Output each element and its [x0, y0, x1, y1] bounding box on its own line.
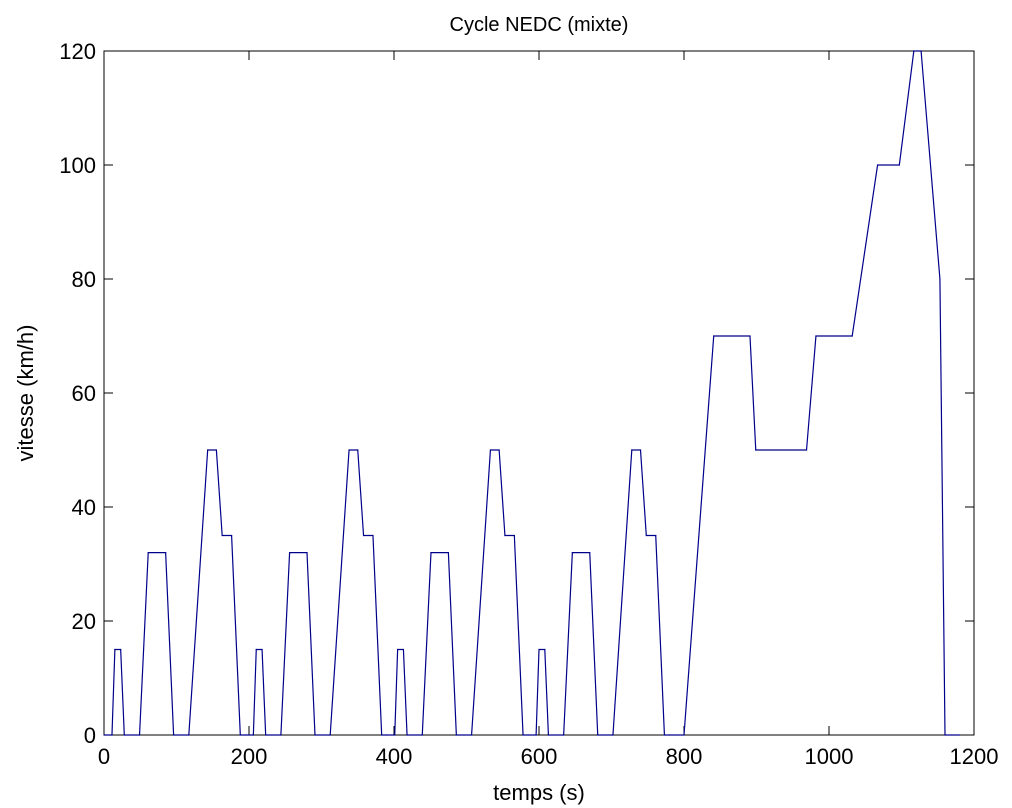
data-point-24 — [329, 734, 331, 736]
data-point-16 — [252, 734, 254, 736]
data-point-59 — [663, 734, 666, 736]
data-point-70 — [913, 50, 915, 52]
data-point-48 — [544, 648, 546, 651]
x-tick-label-1000: 1000 — [805, 744, 854, 769]
data-point-0 — [103, 734, 105, 736]
data-point-2 — [114, 648, 116, 651]
data-point-74 — [958, 734, 961, 736]
x-axis-label: temps (s) — [493, 780, 585, 805]
data-point-15 — [244, 734, 246, 736]
data-point-71 — [920, 50, 922, 52]
data-point-38 — [455, 734, 457, 736]
data-point-7 — [165, 552, 167, 554]
x-tick-label-600: 600 — [521, 744, 558, 769]
data-point-60 — [668, 734, 671, 736]
data-point-57 — [645, 534, 647, 537]
data-point-11 — [215, 449, 217, 451]
data-point-30 — [386, 734, 388, 736]
data-point-29 — [381, 734, 383, 736]
data-point-14 — [239, 734, 241, 736]
x-tick-label-0: 0 — [98, 744, 110, 769]
y-axis-ticks — [104, 50, 974, 736]
data-point-17 — [255, 648, 257, 651]
y-tick-label-20: 20 — [72, 609, 96, 634]
data-point-49 — [547, 734, 550, 736]
data-point-12 — [221, 534, 223, 537]
data-point-19 — [265, 734, 267, 736]
data-point-41 — [498, 449, 500, 451]
data-point-54 — [612, 734, 614, 736]
data-point-10 — [207, 449, 209, 451]
data-point-47 — [538, 648, 540, 651]
data-point-34 — [406, 734, 408, 736]
data-point-22 — [306, 552, 308, 554]
data-point-33 — [402, 648, 405, 651]
data-point-18 — [261, 648, 263, 651]
data-point-42 — [504, 534, 506, 537]
data-point-26 — [357, 449, 359, 451]
data-point-50 — [563, 734, 565, 736]
data-point-20 — [280, 734, 282, 736]
data-point-52 — [589, 552, 591, 554]
y-axis-label: vitesse (km/h) — [13, 325, 38, 462]
data-point-66 — [815, 335, 817, 337]
data-point-64 — [755, 449, 757, 451]
data-point-62 — [713, 335, 715, 337]
x-tick-label-1200: 1200 — [950, 744, 999, 769]
data-point-37 — [447, 552, 449, 554]
data-point-8 — [173, 734, 175, 736]
data-point-56 — [639, 449, 642, 451]
data-point-40 — [489, 449, 492, 451]
data-point-21 — [289, 552, 291, 554]
data-point-69 — [898, 164, 900, 166]
data-point-67 — [851, 335, 853, 337]
data-point-44 — [522, 734, 524, 736]
data-point-1 — [111, 734, 113, 736]
data-point-72 — [939, 278, 941, 280]
data-point-32 — [397, 648, 399, 651]
data-point-5 — [138, 734, 141, 736]
data-point-39 — [470, 734, 473, 736]
x-tick-label-800: 800 — [666, 744, 703, 769]
data-point-73 — [944, 734, 946, 736]
data-point-13 — [231, 534, 233, 537]
chart-title: Cycle NEDC (mixte) — [450, 14, 629, 36]
data-point-55 — [631, 449, 633, 451]
data-point-51 — [571, 552, 573, 554]
data-point-61 — [683, 734, 685, 736]
data-point-23 — [314, 734, 316, 736]
y-tick-label-40: 40 — [72, 495, 96, 520]
data-point-68 — [876, 164, 879, 166]
y-tick-label-60: 60 — [72, 381, 96, 406]
data-point-45 — [527, 734, 529, 736]
x-tick-label-400: 400 — [376, 744, 413, 769]
data-point-4 — [123, 734, 125, 736]
data-point-28 — [372, 534, 374, 537]
y-tick-label-120: 120 — [59, 39, 96, 64]
data-point-65 — [805, 449, 808, 451]
x-axis-tick-labels: 0 200 400 600 800 1000 1200 — [98, 744, 999, 769]
data-point-63 — [749, 335, 751, 337]
data-point-27 — [362, 534, 365, 537]
data-point-31 — [394, 734, 396, 736]
data-point-53 — [597, 734, 599, 736]
data-point-35 — [421, 734, 423, 736]
data-point-9 — [188, 734, 190, 736]
speed-series-points — [103, 50, 961, 736]
y-tick-label-0: 0 — [84, 723, 96, 748]
x-tick-label-200: 200 — [231, 744, 268, 769]
y-axis-tick-labels: 0 20 40 60 80 100 120 — [59, 39, 96, 748]
data-point-36 — [430, 552, 432, 554]
data-point-3 — [120, 648, 122, 651]
data-point-25 — [348, 449, 350, 451]
data-point-43 — [513, 534, 515, 537]
data-point-58 — [655, 534, 657, 537]
y-tick-label-100: 100 — [59, 153, 96, 178]
data-point-6 — [147, 552, 149, 554]
y-tick-label-80: 80 — [72, 267, 96, 292]
data-point-46 — [535, 734, 537, 736]
